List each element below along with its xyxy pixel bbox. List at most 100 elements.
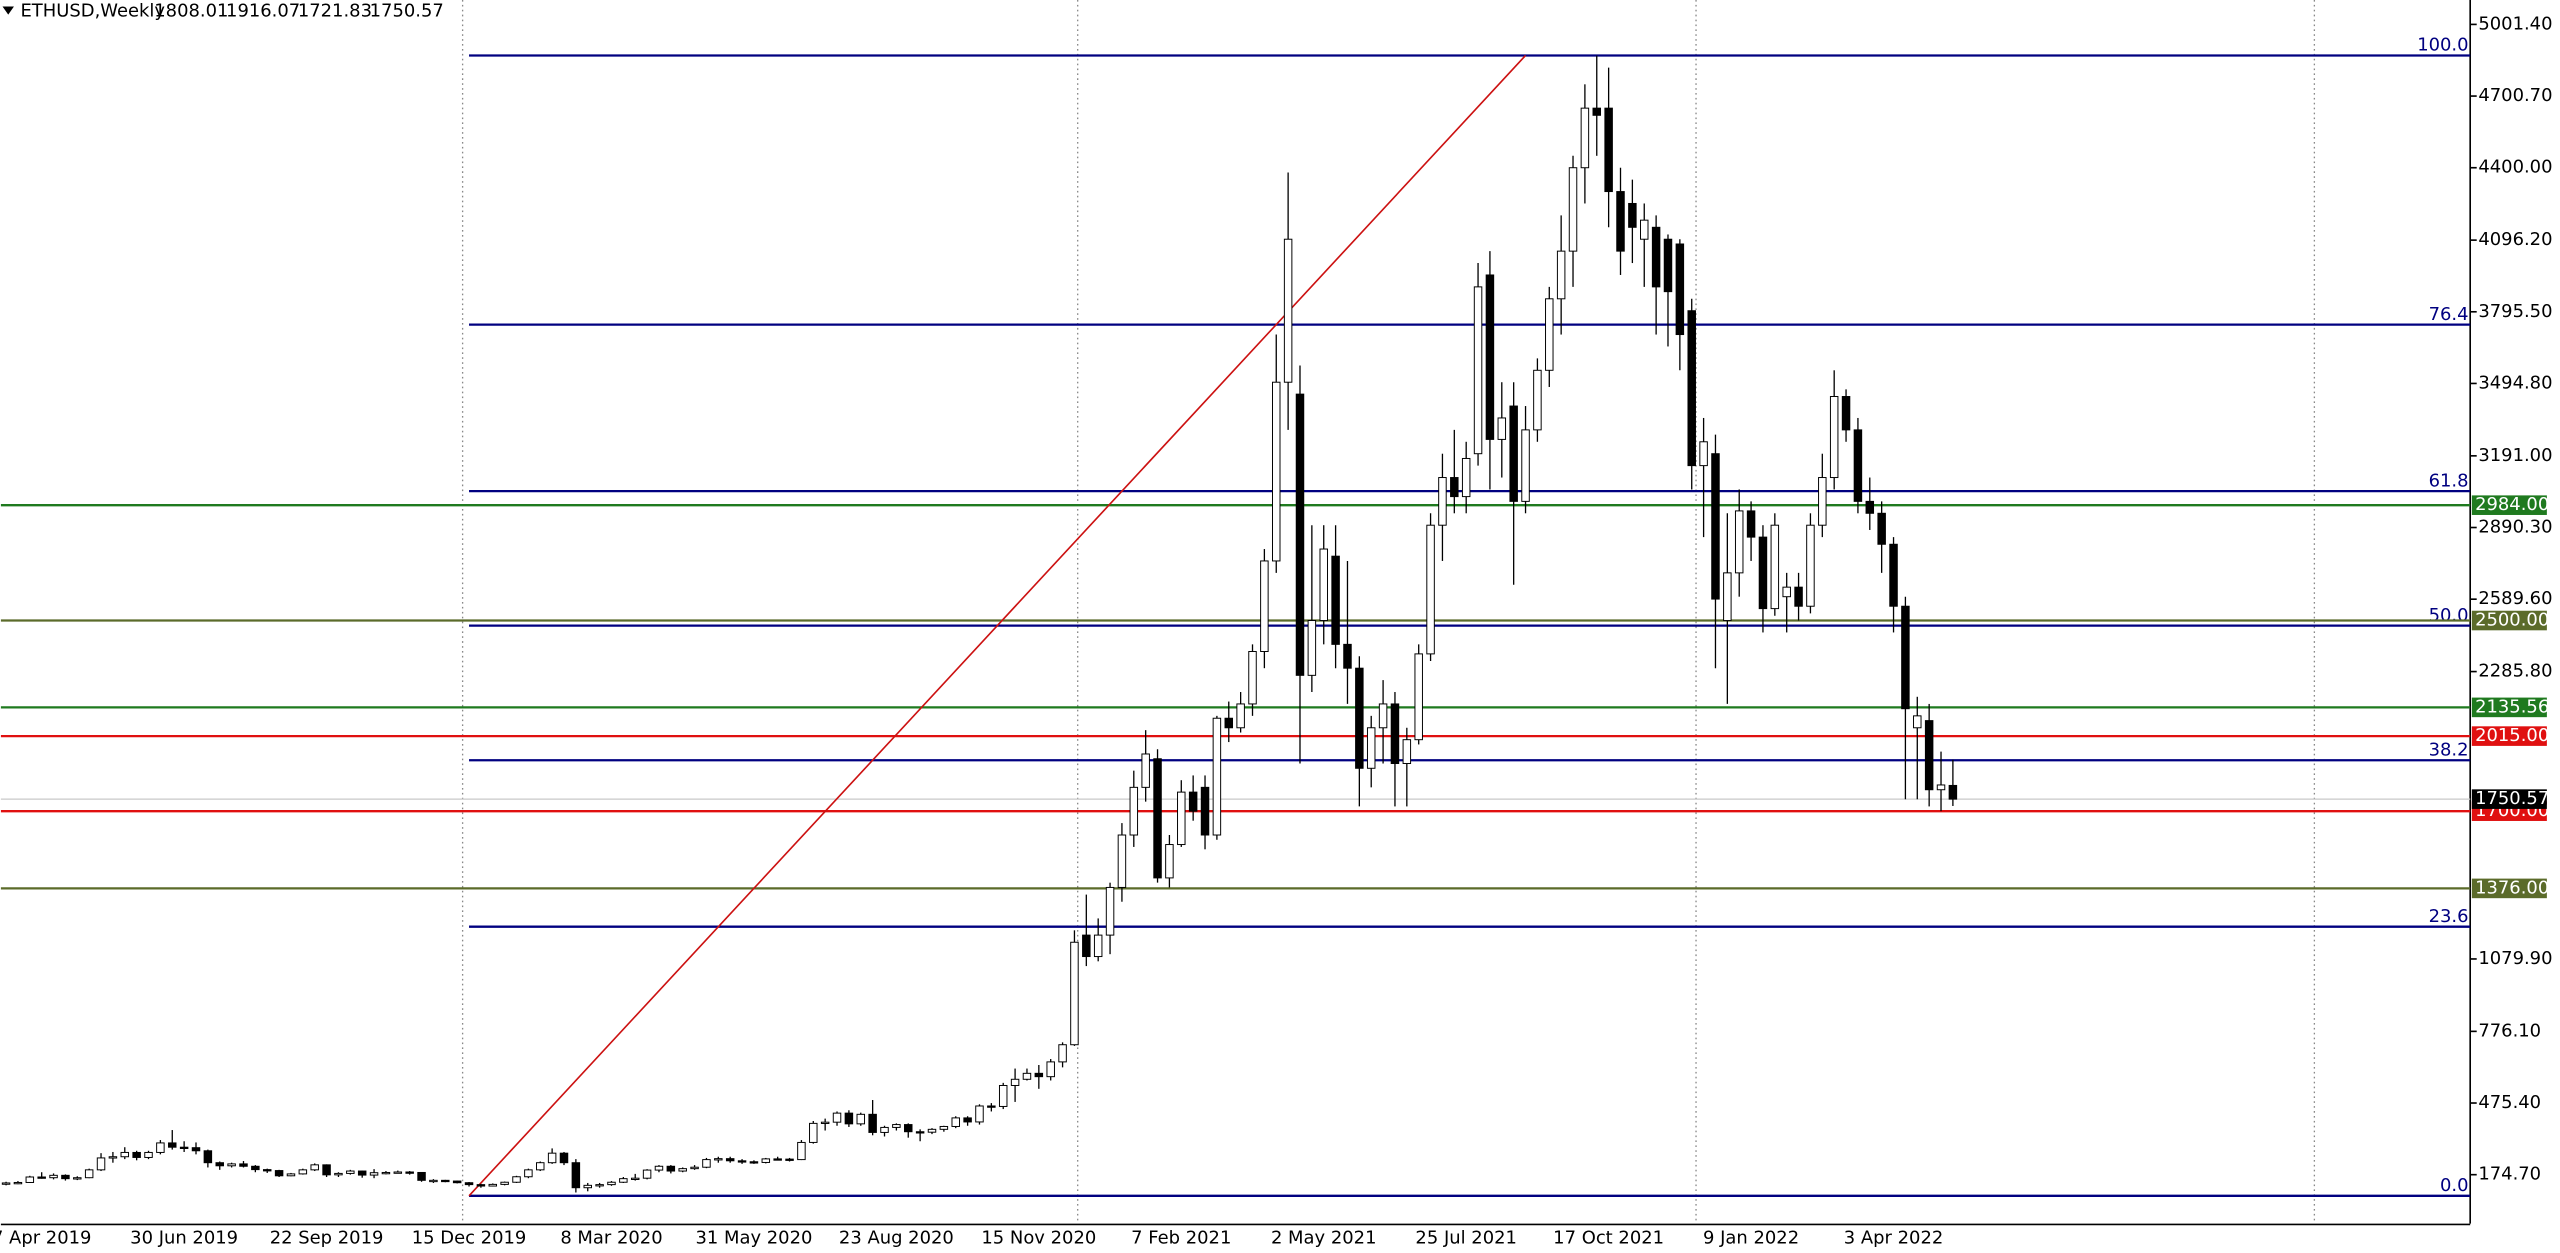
- candle-body: [322, 1164, 331, 1176]
- candle-body: [1758, 536, 1768, 610]
- candle-body: [132, 1151, 141, 1158]
- candle-body: [1034, 1072, 1044, 1078]
- candle-body: [1153, 758, 1162, 879]
- candle-body: [108, 1156, 118, 1159]
- candle-body: [1640, 219, 1649, 240]
- candle-body: [500, 1181, 509, 1185]
- x-tick-label: 15 Nov 2020: [981, 1227, 1096, 1248]
- level-tag: [2471, 495, 2547, 515]
- y-tick-label: 2285.80: [2478, 661, 2552, 682]
- candle-body: [1343, 643, 1352, 669]
- candle-body: [464, 1182, 474, 1186]
- y-tick-label: 5001.40: [2478, 13, 2552, 34]
- level-label: 2500.00: [2475, 610, 2549, 631]
- x-tick-label: 2 May 2021: [1271, 1227, 1377, 1248]
- candle-body: [1889, 543, 1898, 607]
- candle-body: [868, 1113, 877, 1133]
- level-label: 2984.00: [2475, 494, 2549, 515]
- candle-body: [1770, 524, 1780, 610]
- candle-body: [13, 1181, 23, 1185]
- candle-body: [1402, 739, 1412, 765]
- candle-body: [571, 1162, 581, 1189]
- candle-body: [690, 1166, 699, 1170]
- x-tick-label: 7 Feb 2021: [1131, 1227, 1231, 1248]
- candle-body: [1734, 510, 1744, 574]
- candle-body: [512, 1176, 521, 1183]
- candle-body: [1093, 934, 1103, 958]
- candle-body: [737, 1160, 747, 1163]
- level-label: 2135.56: [2475, 696, 2549, 717]
- candle-body: [856, 1113, 866, 1125]
- candle-body: [1948, 784, 1958, 800]
- candle-body: [1782, 586, 1791, 598]
- candle-body: [1545, 298, 1554, 371]
- candle-body: [880, 1126, 889, 1133]
- candle-body: [1865, 500, 1875, 514]
- candle-body: [1366, 727, 1376, 769]
- candle-body: [488, 1183, 498, 1187]
- trendline: [468, 54, 1527, 1197]
- candle-body: [1426, 524, 1435, 655]
- candle-body: [1355, 667, 1364, 769]
- candle-body: [1188, 791, 1198, 812]
- candle-body: [714, 1158, 723, 1161]
- chart-title: ETHUSD,Weekly: [20, 0, 165, 21]
- y-tick-label: 4700.70: [2478, 85, 2552, 106]
- candle-body: [725, 1158, 735, 1162]
- candle-body: [559, 1152, 569, 1164]
- level-tag: [2471, 697, 2547, 718]
- candle-body: [49, 1174, 58, 1179]
- y-tick-label: 3494.80: [2478, 372, 2552, 393]
- ohlc-close: 1750.57: [370, 0, 444, 21]
- candle-body: [1438, 477, 1447, 526]
- candle-body: [1794, 586, 1803, 607]
- candle-body: [1058, 1044, 1067, 1063]
- candle-body: [417, 1171, 426, 1181]
- candle-body: [1010, 1078, 1020, 1086]
- candle-body: [61, 1174, 70, 1180]
- y-tick-label: 2890.30: [2478, 517, 2552, 538]
- candle-body: [702, 1159, 711, 1168]
- candle-body: [1390, 703, 1400, 765]
- candle-body: [844, 1112, 854, 1125]
- y-tick-label: 3191.00: [2478, 445, 2552, 466]
- candle-body: [619, 1178, 628, 1183]
- candle-body: [1913, 715, 1922, 729]
- candle-body: [1082, 934, 1091, 958]
- candle-body: [785, 1158, 794, 1161]
- candle-body: [927, 1128, 937, 1133]
- candle-body: [1901, 605, 1910, 710]
- candle-body: [37, 1176, 46, 1179]
- candle-body: [298, 1169, 308, 1175]
- candle-body: [262, 1169, 272, 1172]
- candle-body: [1687, 310, 1696, 467]
- candle-body: [630, 1177, 640, 1180]
- candle-body: [96, 1157, 106, 1171]
- fib-label: 76.4: [2429, 304, 2469, 325]
- candle-body: [951, 1117, 960, 1127]
- candle-body: [191, 1147, 201, 1152]
- candle-body: [1165, 844, 1174, 879]
- candle-body: [1022, 1072, 1032, 1080]
- level-tag: [2471, 610, 2547, 631]
- candle-body: [1307, 620, 1317, 676]
- candle-body: [820, 1121, 830, 1124]
- candle-body: [975, 1105, 984, 1123]
- candle-body: [1616, 191, 1625, 252]
- candle-body: [1485, 274, 1495, 440]
- candle-body: [1877, 512, 1886, 545]
- candle-body: [1604, 107, 1613, 193]
- candle-body: [251, 1165, 260, 1171]
- x-tick-label: 17 Oct 2021: [1553, 1227, 1664, 1248]
- candle-body: [524, 1169, 533, 1178]
- collapse-icon[interactable]: [2, 6, 14, 15]
- y-tick-label: 475.40: [2478, 1092, 2541, 1113]
- candle-body: [1628, 202, 1637, 228]
- candle-body: [1046, 1061, 1055, 1078]
- ohlc-open: 1808.01: [154, 0, 228, 21]
- candle-body: [179, 1146, 189, 1149]
- candle-body: [1260, 560, 1269, 652]
- x-tick-label: 15 Dec 2019: [412, 1227, 527, 1248]
